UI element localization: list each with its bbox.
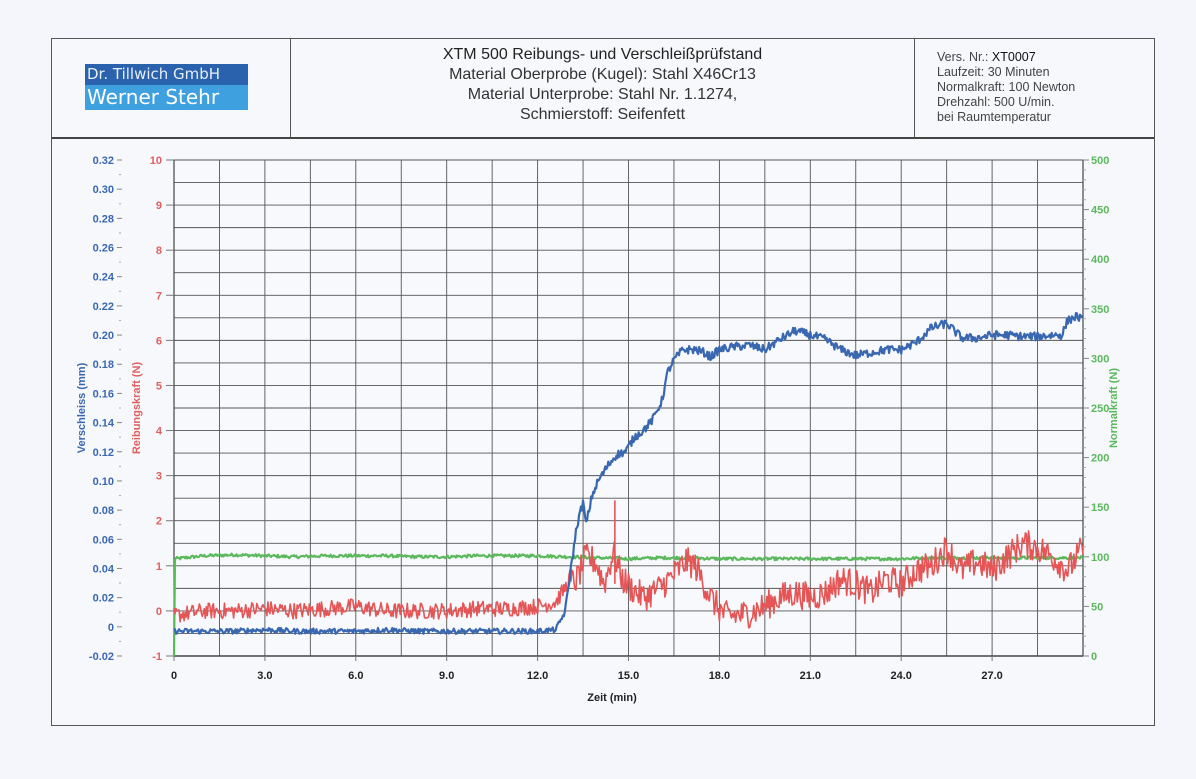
tick-label-x: 9.0 bbox=[439, 670, 454, 682]
tick-label-x: 12.0 bbox=[527, 670, 548, 682]
tick-label-verschleiss: 0.04 bbox=[93, 563, 115, 575]
tick-label-reibungskraft: -1 bbox=[152, 651, 162, 663]
runtime: Laufzeit: 30 Minuten bbox=[937, 65, 1050, 79]
tick-label-reibungskraft: 10 bbox=[150, 155, 162, 167]
tick-label-verschleiss: 0.20 bbox=[93, 330, 114, 342]
tick-label-x: 6.0 bbox=[348, 670, 363, 682]
tick-label-verschleiss: 0.26 bbox=[93, 243, 114, 255]
tick-label-normalkraft: 0 bbox=[1091, 651, 1097, 663]
tick-label-reibungskraft: 2 bbox=[156, 516, 162, 528]
tick-label-verschleiss: -0.02 bbox=[89, 651, 114, 663]
logo-cell: Dr. Tillwich GmbH Werner Stehr bbox=[52, 39, 291, 137]
series-group bbox=[172, 312, 1084, 657]
x-axis-label: Zeit (min) bbox=[587, 692, 637, 704]
title-cell: XTM 500 Reibungs- und Verschleißprüfstan… bbox=[291, 39, 915, 137]
tick-label-verschleiss: 0.24 bbox=[93, 272, 115, 284]
tick-label-reibungskraft: 3 bbox=[156, 471, 162, 483]
tick-label-x: 0 bbox=[171, 670, 177, 682]
tick-label-reibungskraft: 4 bbox=[156, 426, 163, 438]
tick-label-verschleiss: 0.02 bbox=[93, 593, 114, 605]
tick-label-reibungskraft: 1 bbox=[156, 561, 162, 573]
tick-label-normalkraft: 250 bbox=[1091, 403, 1109, 415]
tick-label-verschleiss: 0.18 bbox=[93, 359, 114, 371]
axes: 0.32 0.30 0.28 0.26 0.24 0.22 0.20 0.18 0.16 0.14… bbox=[89, 155, 1109, 682]
tick-label-x: 24.0 bbox=[890, 670, 911, 682]
tick-label-normalkraft: 150 bbox=[1091, 502, 1109, 514]
test-number-label: Vers. Nr.: bbox=[937, 50, 989, 64]
tick-label-normalkraft: 400 bbox=[1091, 254, 1109, 266]
series-line-reibungskraft bbox=[173, 530, 1084, 629]
tick-label-normalkraft: 100 bbox=[1091, 552, 1109, 564]
tick-label-reibungskraft: 9 bbox=[156, 200, 162, 212]
series-line-verschleiss bbox=[173, 312, 1084, 635]
tick-label-verschleiss: 0.16 bbox=[93, 388, 114, 400]
tick-label-normalkraft: 450 bbox=[1091, 205, 1109, 217]
y-axis-label-reibungskraft: Reibungskraft (N) bbox=[131, 362, 143, 455]
tick-label-verschleiss: 0.32 bbox=[93, 155, 114, 167]
tick-label-x: 18.0 bbox=[709, 670, 730, 682]
temperature: bei Raumtemperatur bbox=[937, 110, 1051, 124]
tick-label-verschleiss: 0.08 bbox=[93, 505, 114, 517]
tick-label-normalkraft: 300 bbox=[1091, 353, 1109, 365]
tick-label-verschleiss: 0.22 bbox=[93, 301, 114, 313]
speed: Drehzahl: 500 U/min. bbox=[937, 95, 1055, 109]
tick-label-x: 21.0 bbox=[800, 670, 821, 682]
y-axis-label-normalkraft: Normalkraft (N) bbox=[1108, 368, 1120, 448]
tick-label-normalkraft: 350 bbox=[1091, 304, 1109, 316]
tick-label-verschleiss: 0.10 bbox=[93, 476, 114, 488]
logo-company: Dr. Tillwich GmbH bbox=[85, 64, 248, 85]
test-number-value: XT0007 bbox=[991, 50, 1036, 64]
tick-label-verschleiss: 0.12 bbox=[93, 447, 114, 459]
lubricant: Schmierstoff: Seifenfett bbox=[519, 106, 686, 123]
tick-label-verschleiss: 0.28 bbox=[93, 213, 114, 225]
normal-force: Normalkraft: 100 Newton bbox=[937, 80, 1076, 94]
test-info-cell: Vers. Nr.: XT0007 Laufzeit: 30 Minuten N… bbox=[915, 39, 1156, 137]
report-title: XTM 500 Reibungs- und Verschleißprüfstan… bbox=[442, 46, 763, 63]
company-logo: Dr. Tillwich GmbH Werner Stehr bbox=[85, 64, 248, 110]
tick-label-reibungskraft: 0 bbox=[156, 606, 162, 618]
tick-label-reibungskraft: 7 bbox=[156, 290, 162, 302]
tick-label-x: 3.0 bbox=[257, 670, 272, 682]
tick-label-reibungskraft: 5 bbox=[156, 380, 162, 392]
report-header: Dr. Tillwich GmbH Werner Stehr XTM 500 R… bbox=[52, 39, 1154, 139]
tick-label-verschleiss: 0.14 bbox=[93, 418, 115, 430]
material-upper: Material Oberprobe (Kugel): Stahl X46Cr1… bbox=[449, 66, 756, 83]
tick-label-reibungskraft: 8 bbox=[156, 245, 162, 257]
tick-label-verschleiss: 0.06 bbox=[93, 534, 114, 546]
tick-label-reibungskraft: 6 bbox=[156, 335, 162, 347]
tick-label-normalkraft: 200 bbox=[1091, 453, 1109, 465]
test-number: Vers. Nr.: XT0007 bbox=[937, 50, 1156, 65]
y-axis-label-verschleiss: Verschleiss (mm) bbox=[76, 362, 88, 453]
tick-label-x: 27.0 bbox=[981, 670, 1002, 682]
tick-label-verschleiss: 0.30 bbox=[93, 184, 114, 196]
tick-label-normalkraft: 50 bbox=[1091, 601, 1103, 613]
logo-name: Werner Stehr bbox=[85, 85, 248, 110]
tick-label-x: 15.0 bbox=[618, 670, 639, 682]
material-lower: Material Unterprobe: Stahl Nr. 1.1274, bbox=[467, 86, 738, 103]
tick-label-verschleiss: 0 bbox=[108, 622, 114, 634]
tick-label-normalkraft: 500 bbox=[1091, 155, 1109, 167]
